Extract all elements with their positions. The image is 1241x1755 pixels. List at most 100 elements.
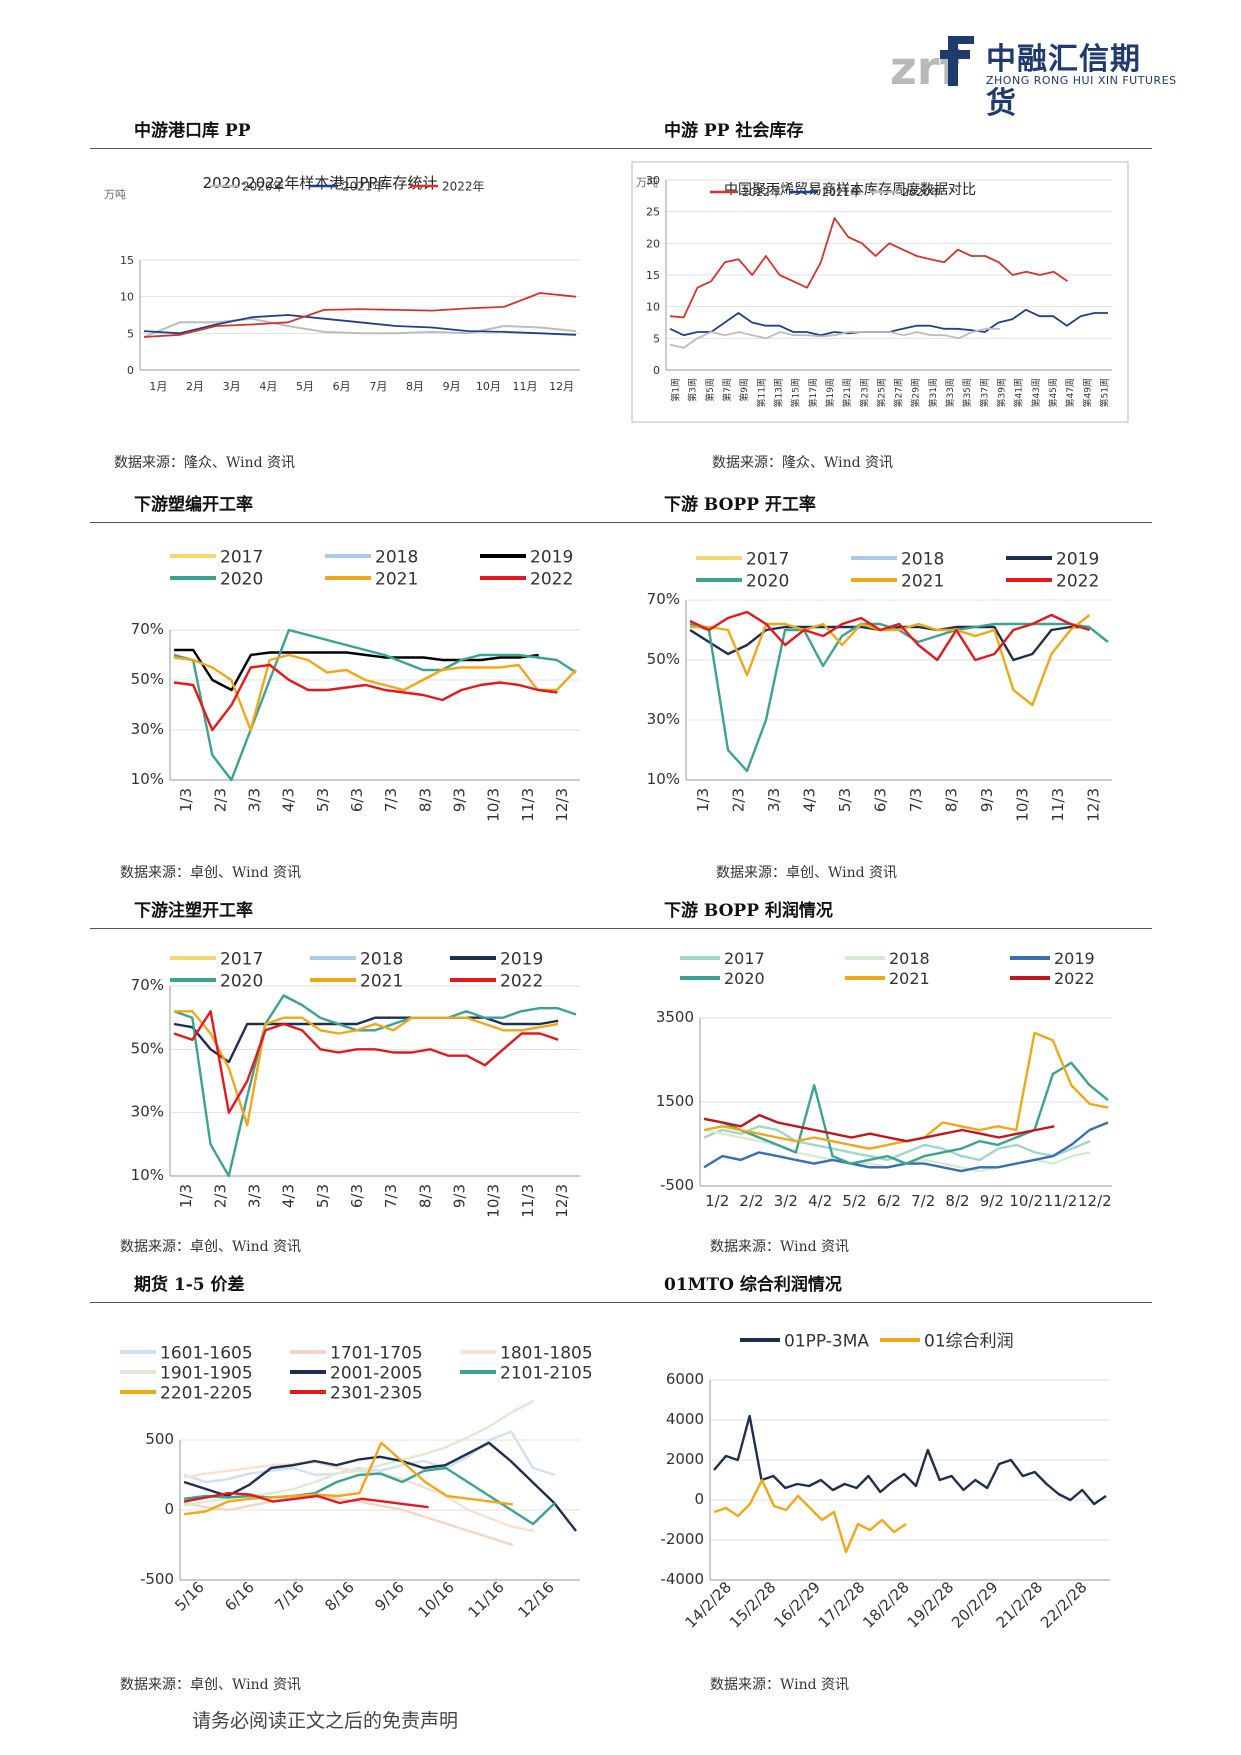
series-line-2022年 [143, 292, 577, 338]
tick-label-y: 500 [145, 1430, 174, 1448]
data-source: 数据来源：隆众、Wind 资讯 [712, 455, 894, 471]
tick-label-x: 8/3 [942, 788, 960, 812]
legend-label: 2022 [1054, 969, 1095, 988]
tick-label-x: 第3周 [687, 378, 699, 402]
chart-futures-spread: -500 0 500 5/16 6/16 7/16 8/16 9/16 10/16 11/16 12… [100, 1310, 600, 1670]
legend-label: 01PP-3MA [784, 1331, 869, 1351]
legend-label: 2020 [746, 571, 789, 591]
chart-bopp-profit: -500 1500 3500 1/2 2/2 3/2 4/2 5/2 6/2 7/2 8/2 9/2 1… [630, 936, 1130, 1246]
tick-label-x: 1月 [149, 380, 167, 393]
tick-label-x: 12/2 [1078, 1192, 1112, 1210]
tick-label-x: 11/3 [519, 788, 537, 822]
chart-port-inventory: 2020-2022年样本港口PP库存统计 万吨 0 5 10 15 1月 2月 3月 4月 5月 6月… [100, 160, 600, 430]
series-line-2022 [173, 1010, 559, 1114]
tick-label-x: 6/3 [871, 788, 889, 812]
tick-label-x: 7/3 [907, 788, 925, 812]
tick-label-y: -4000 [660, 1570, 704, 1588]
tick-label-x: 第45周 [1047, 378, 1059, 407]
tick-label-y: 70% [647, 590, 680, 608]
legend-label: 2022 [500, 971, 543, 991]
tick-label-x: 10/3 [485, 788, 503, 822]
tick-label-x: 6/3 [348, 1184, 366, 1208]
tick-label-x: 9/3 [450, 788, 468, 812]
tick-label-y: 10% [131, 1166, 164, 1184]
tick-label-x: 第37周 [978, 378, 990, 407]
tick-label-y: 10 [646, 301, 660, 314]
company-logo: zrf 中融汇信期货 ZHONG RONG HUI XIN FUTURES [890, 30, 1176, 121]
data-source: 数据来源：卓创、Wind 资讯 [716, 865, 898, 881]
tick-label-x: 第9周 [738, 378, 750, 402]
tick-label-x: 第27周 [893, 378, 905, 407]
tick-label-x: 3月 [223, 380, 241, 393]
tick-label-x: 4/3 [280, 1184, 298, 1208]
legend-label: 2019 [1054, 949, 1095, 968]
legend-label: 2020 [220, 569, 263, 589]
axis-label-y: 万吨 [104, 188, 126, 201]
tick-label-y: 6000 [666, 1370, 704, 1388]
chart-title: 2020-2022年样本港口PP库存统计 [203, 174, 438, 192]
legend-label: 01综合利润 [924, 1331, 1014, 1351]
tick-label-x: 9/16 [371, 1578, 408, 1615]
tick-label-x: 8/2 [945, 1192, 969, 1210]
legend-label: 2017 [724, 949, 765, 968]
data-source: 数据来源：卓创、Wind 资讯 [120, 865, 302, 881]
tick-label-x: 17/2/28 [815, 1578, 869, 1632]
tick-label-x: 1/3 [694, 788, 712, 812]
tick-label-x: 2/3 [211, 1184, 229, 1208]
tick-label-x: 12/16 [515, 1578, 558, 1621]
tick-label-x: 第1周 [670, 378, 682, 402]
legend-label: 2020 [220, 971, 263, 991]
legend-label: 2001-2005 [330, 1363, 423, 1383]
data-source: 数据来源：Wind 资讯 [710, 1239, 850, 1255]
tick-label-x: 22/2/28 [1037, 1578, 1091, 1632]
section-title: 中游 PP 社会库存 [664, 121, 804, 141]
legend-label: 2021 [360, 971, 403, 991]
tick-label-y: 2000 [666, 1450, 704, 1468]
legend-label: 2021 [901, 571, 944, 591]
tick-label-x: 第41周 [1013, 378, 1025, 407]
tick-label-x: 第17周 [807, 378, 819, 407]
tick-label-y: 0 [164, 1500, 174, 1518]
tick-label-y: 4000 [666, 1410, 704, 1428]
legend-label: 2018 [360, 949, 403, 969]
legend-label: 2021年 [342, 180, 385, 194]
tick-label-x: 8/3 [416, 1184, 434, 1208]
tick-label-y: 15 [646, 269, 660, 282]
tick-label-x: 2/3 [729, 788, 747, 812]
tick-label-y: 50% [131, 1039, 164, 1057]
tick-label-y: 1500 [656, 1092, 694, 1110]
tick-label-x: 9月 [443, 380, 461, 393]
series-line-2020 [173, 994, 577, 1178]
tick-label-x: 11月 [513, 380, 538, 393]
legend-label: 2019 [1056, 549, 1099, 569]
tick-label-y: 5 [653, 332, 660, 345]
legend-label: 2021年 [822, 185, 861, 199]
tick-label-x: 8月 [406, 380, 424, 393]
tick-label-x: 6/3 [348, 788, 366, 812]
section-divider [90, 928, 1152, 929]
axis-label-y: 万吨 [636, 176, 658, 189]
series-line-2301-2305 [183, 1491, 429, 1509]
tick-label-y: 10% [647, 770, 680, 788]
tick-label-y: 50% [131, 670, 164, 688]
tick-label-y: 70% [131, 976, 164, 994]
tick-label-x: 5/3 [836, 788, 854, 812]
section-title: 下游注塑开工率 [134, 901, 253, 921]
tick-label-x: 2月 [186, 380, 204, 393]
tick-label-y: 25 [646, 206, 660, 219]
tick-label-x: 5/3 [314, 1184, 332, 1208]
series-line-2020 [689, 622, 1109, 773]
chart-woven-operating-rate: 10% 30% 50% 70% 1/3 2/3 3/3 4/3 5/3 6/3 7/3 8/3 9/3 1… [100, 530, 600, 850]
legend-label: 2201-2205 [160, 1383, 253, 1403]
legend-label: 2021 [889, 969, 930, 988]
legend-label: 2022年 [742, 185, 781, 199]
tick-label-y: 20 [646, 237, 660, 250]
tick-label-x: 第11周 [755, 378, 767, 407]
logo-text-cn: 中融汇信期货 [986, 42, 1141, 121]
tick-label-y: 30% [131, 720, 164, 738]
tick-label-x: 6月 [333, 380, 351, 393]
series-line-01综合利润 [713, 1478, 907, 1554]
tick-label-y: 50% [647, 650, 680, 668]
tick-label-x: 第29周 [910, 378, 922, 407]
legend-label: 2017 [220, 949, 263, 969]
